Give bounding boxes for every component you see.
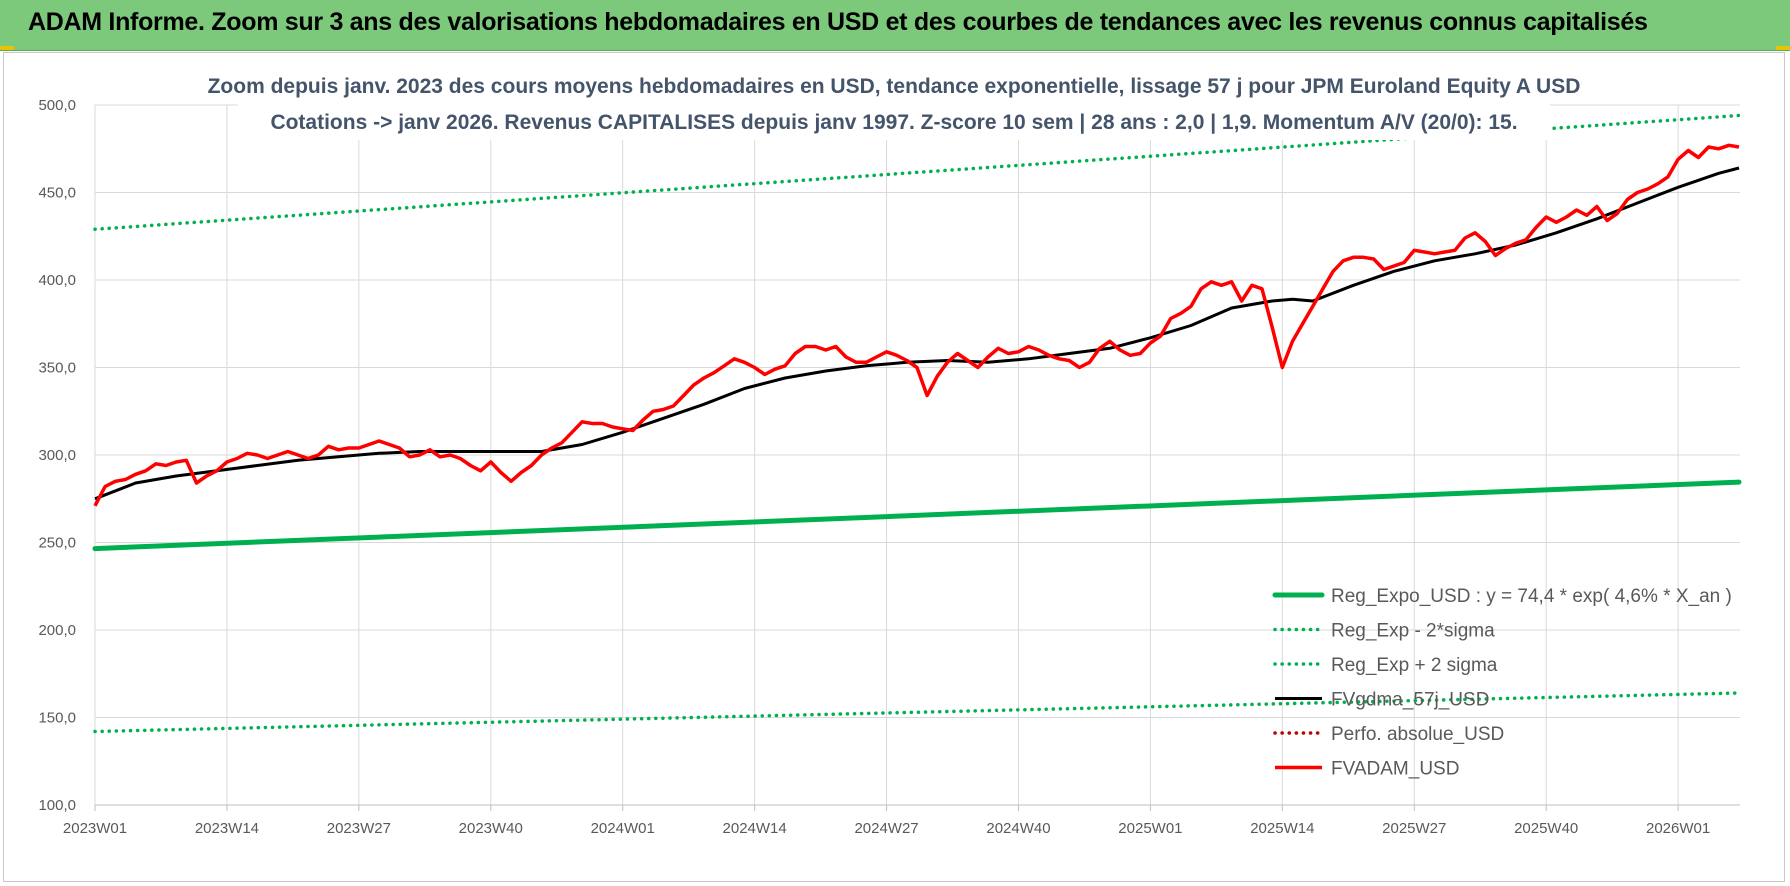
x-tick-label: 2025W27 [1382, 820, 1446, 837]
x-tick-label: 2024W27 [854, 820, 918, 837]
x-tick-label: 2023W14 [195, 820, 259, 837]
series-layer [92, 113, 1742, 734]
y-tick-label: 350,0 [38, 360, 76, 377]
y-tick-label: 500,0 [38, 97, 76, 114]
x-tick-label: 2026W01 [1646, 820, 1710, 837]
series-line-0 [92, 479, 1742, 552]
corner-accent-left [0, 46, 14, 50]
y-tick-label: 150,0 [38, 710, 76, 727]
y-tick-label: 100,0 [38, 797, 76, 814]
series-line-2 [93, 113, 1741, 232]
report-header: ADAM Informe. Zoom sur 3 ans des valoris… [0, 0, 1790, 51]
legend-label: FVADAM_USD [1331, 759, 1459, 780]
legend-label: Reg_Expo_USD : y = 74,4 * exp( 4,6% * X_… [1331, 586, 1732, 607]
legend: Reg_Expo_USD : y = 74,4 * exp( 4,6% * X_… [1272, 586, 1732, 780]
legend-label: FVgdma_57j_USD [1331, 690, 1489, 711]
chart-title-line1: Zoom depuis janv. 2023 des cours moyens … [208, 75, 1581, 98]
x-tick-label: 2023W40 [459, 820, 523, 837]
x-tick-label: 2023W01 [63, 820, 127, 837]
chart-title-background [238, 64, 1550, 140]
axis-layer: 100,0 150,0 200,0 250,0 300,0 350,0 400,0 450,0… [38, 97, 1740, 837]
corner-accent-right [1776, 46, 1790, 50]
series-line-5 [93, 143, 1740, 507]
report-title: ADAM Informe. Zoom sur 3 ans des valoris… [28, 8, 1648, 36]
x-tick-label: 2025W14 [1250, 820, 1314, 837]
x-tick-label: 2023W27 [327, 820, 391, 837]
series-line-1 [93, 691, 1741, 734]
x-tick-label: 2024W14 [723, 820, 787, 837]
y-tick-label: 400,0 [38, 272, 76, 289]
x-tick-label: 2025W01 [1118, 820, 1182, 837]
y-tick-label: 250,0 [38, 535, 76, 552]
chart-frame [3, 52, 1785, 882]
x-tick-label: 2025W40 [1514, 820, 1578, 837]
legend-label: Reg_Exp - 2*sigma [1331, 621, 1495, 642]
x-tick-label: 2024W40 [986, 820, 1050, 837]
x-tick-label: 2024W01 [591, 820, 655, 837]
y-tick-label: 200,0 [38, 622, 76, 639]
legend-label: Perfo. absolue_USD [1331, 724, 1504, 745]
y-tick-label: 300,0 [38, 447, 76, 464]
chart-title-line2: Cotations -> janv 2026. Revenus CAPITALI… [270, 111, 1517, 134]
legend-label: Reg_Exp + 2 sigma [1331, 655, 1498, 676]
y-tick-label: 450,0 [38, 185, 76, 202]
